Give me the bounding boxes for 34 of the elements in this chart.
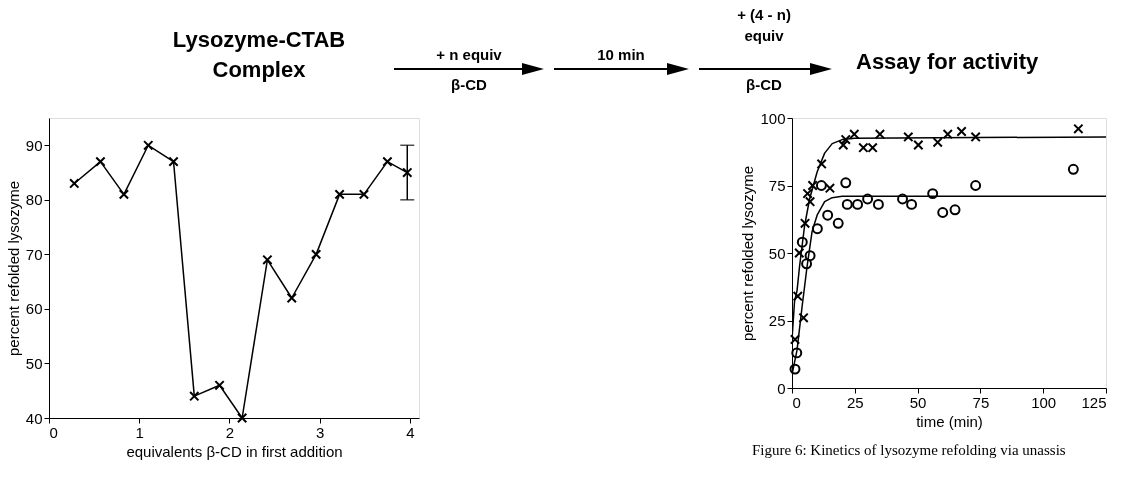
text: + (4 - n) equiv [737, 5, 791, 44]
y-tick-label: 60 [25, 300, 43, 318]
y-tick-label: 40 [25, 409, 43, 427]
x-tick-label: 50 [909, 393, 927, 411]
y-tick-label: 25 [768, 312, 786, 329]
caption: Figure 6: Kinetics of lysozyme refolding via unassis [752, 442, 1066, 458]
x-tick-label: 125 [1081, 393, 1107, 411]
x-tick-label: 1 [135, 423, 144, 441]
x-axis-title: equivalents β-CD in first addition [126, 442, 343, 460]
y-tick-label: 0 [777, 379, 786, 397]
x-tick-label: 0 [792, 393, 801, 411]
y-tick-label: 70 [25, 245, 43, 263]
y-tick-label: 100 [760, 109, 786, 127]
y-tick-label: 50 [768, 244, 786, 262]
x-tick-label: 4 [406, 423, 415, 441]
x-tick-label: 75 [972, 393, 990, 411]
text: Lysozyme-CTAB Complex [172, 26, 346, 83]
text: + n equiv [436, 46, 503, 63]
x-axis-title: time (min) [916, 412, 983, 430]
x-tick-label: 3 [316, 423, 325, 441]
y-tick-label: 80 [25, 191, 43, 209]
text: Assay for activity [856, 49, 1039, 74]
x-tick-label: 100 [1031, 393, 1057, 411]
y-tick-label: 90 [25, 136, 43, 154]
y-tick-label: 50 [25, 354, 43, 372]
y-axis-title: percent refolded lysozyme [4, 180, 22, 357]
text: β-CD [746, 76, 783, 93]
y-tick-label: 75 [768, 177, 786, 194]
x-tick-label: 25 [846, 393, 864, 411]
y-axis-title: percent refolded lysozyme [739, 165, 757, 342]
x-tick-label: 2 [225, 423, 235, 441]
x-tick-label: 0 [49, 423, 58, 441]
text: 10 min [597, 46, 645, 63]
text: β-CD [451, 76, 488, 93]
